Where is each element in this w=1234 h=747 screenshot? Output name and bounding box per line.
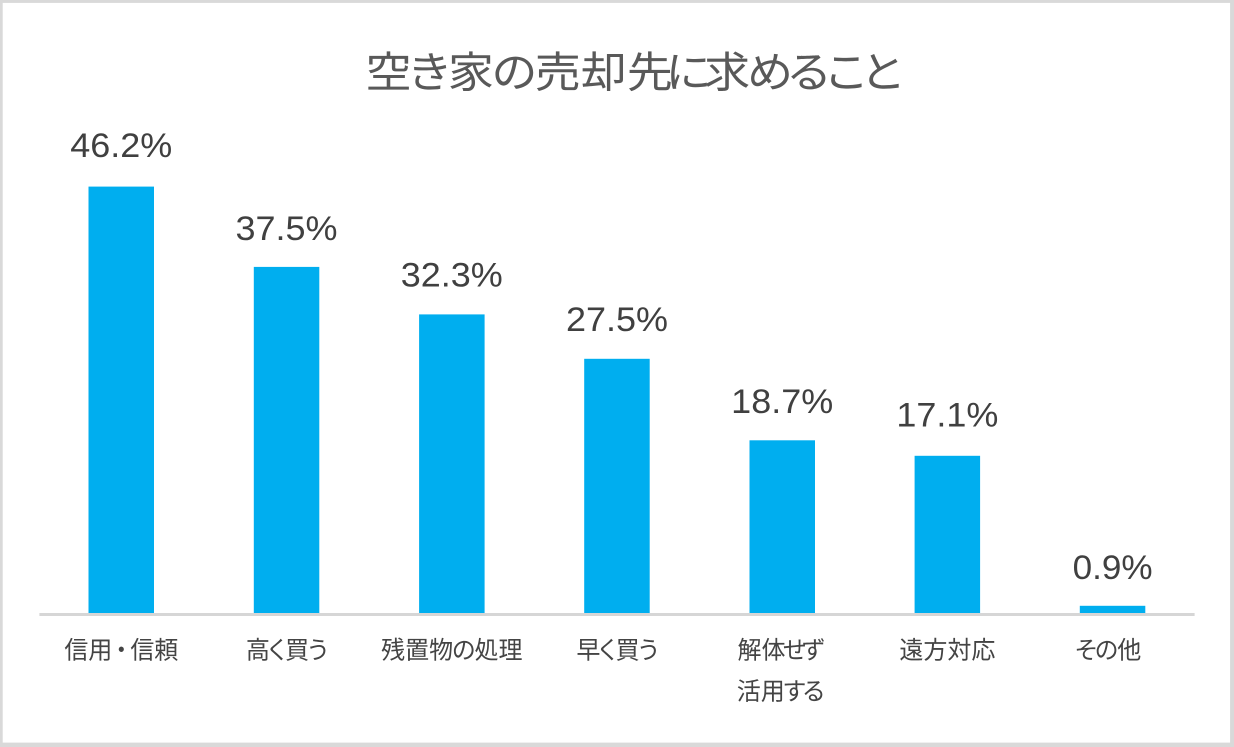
svg-text:27.5%: 27.5% <box>566 301 668 339</box>
svg-text:37.5%: 37.5% <box>236 210 338 248</box>
svg-text:18.7%: 18.7% <box>731 383 833 421</box>
svg-text:46.2%: 46.2% <box>70 127 172 165</box>
svg-text:32.3%: 32.3% <box>401 257 503 295</box>
svg-text:17.1%: 17.1% <box>896 397 998 435</box>
svg-text:0.9%: 0.9% <box>1073 549 1153 587</box>
